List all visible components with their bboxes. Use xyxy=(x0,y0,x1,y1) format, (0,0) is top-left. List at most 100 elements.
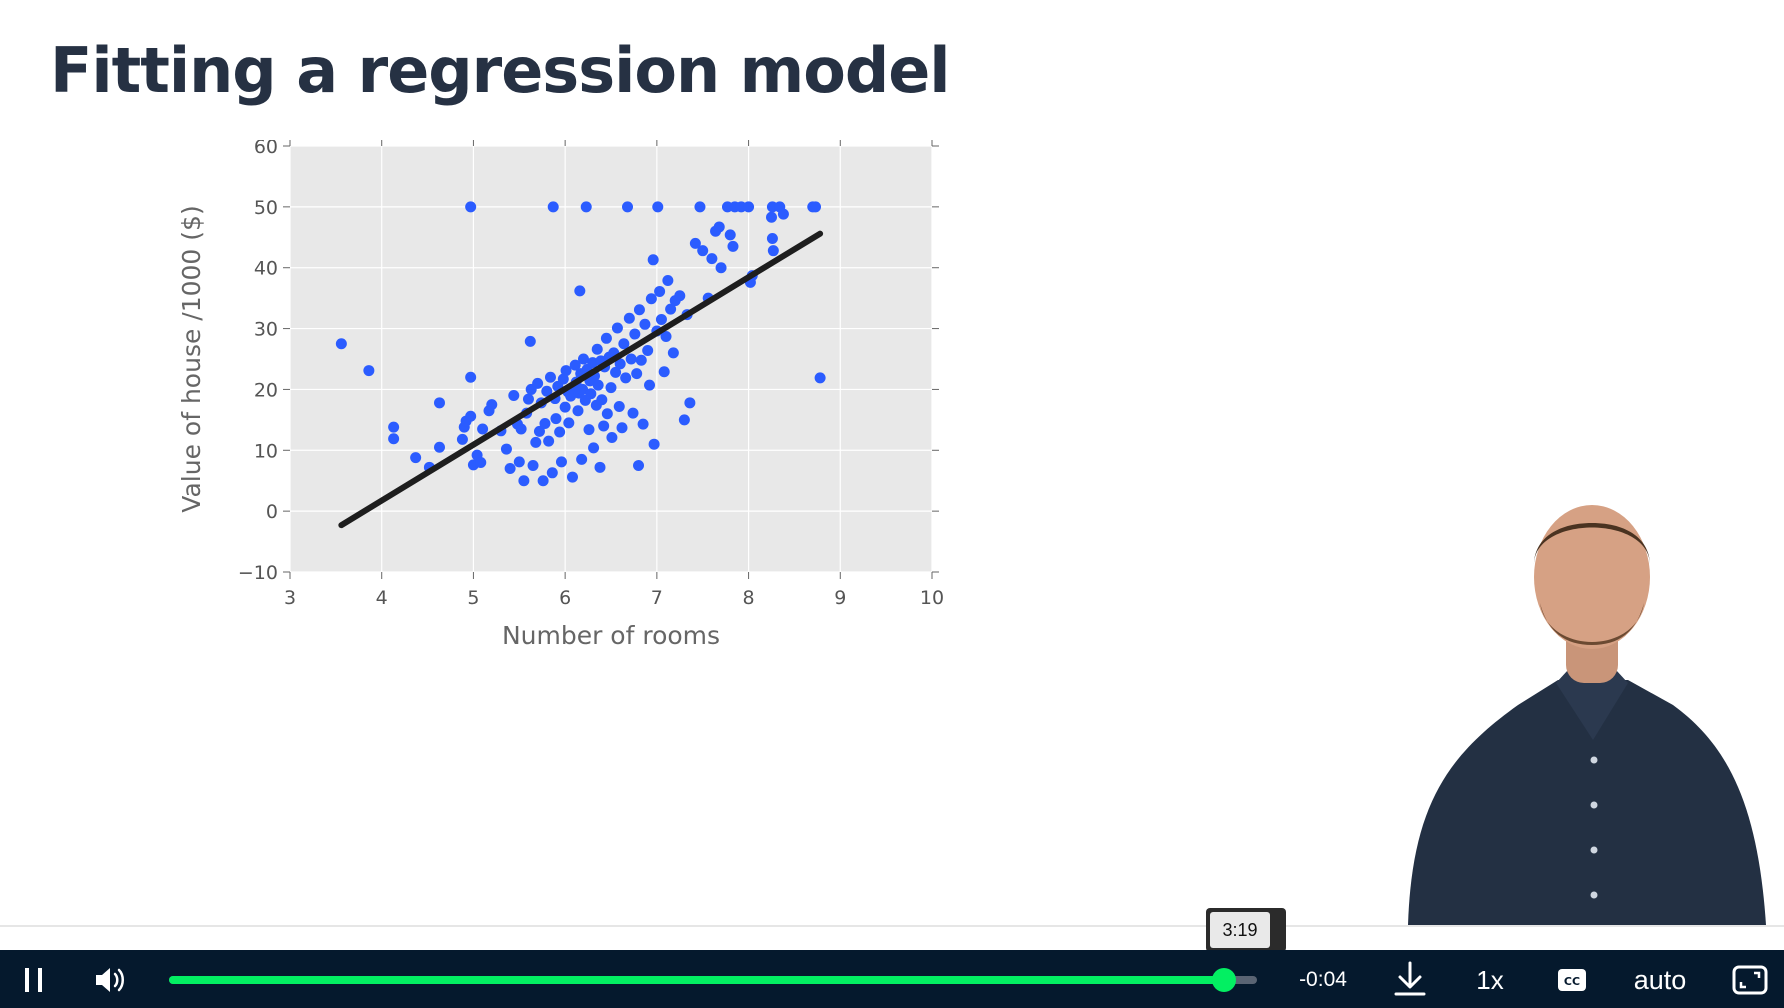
data-point xyxy=(611,322,623,334)
data-point xyxy=(713,221,725,233)
data-point xyxy=(727,240,739,252)
data-point xyxy=(569,359,581,371)
x-tick-label: 3 xyxy=(284,587,296,609)
data-point xyxy=(614,358,626,370)
data-point xyxy=(543,435,555,447)
regression-line xyxy=(338,230,824,529)
data-point xyxy=(577,383,589,395)
slide-title: Fitting a regression model xyxy=(50,34,951,107)
seek-bar-thumb[interactable] xyxy=(1212,968,1236,992)
data-point xyxy=(522,393,534,405)
x-tick-label: 5 xyxy=(467,587,479,609)
pause-icon xyxy=(25,968,42,992)
data-point xyxy=(622,201,634,213)
data-point xyxy=(743,201,755,213)
download-button[interactable] xyxy=(1390,958,1430,1000)
captions-button[interactable]: CC xyxy=(1552,960,1592,1000)
x-tick-label: 8 xyxy=(743,587,755,609)
data-point xyxy=(550,413,562,425)
fullscreen-button[interactable] xyxy=(1728,960,1772,1000)
data-point xyxy=(546,467,558,479)
data-point xyxy=(465,410,477,422)
data-point xyxy=(518,475,530,487)
data-point xyxy=(777,208,789,220)
data-point xyxy=(613,400,625,412)
data-point xyxy=(508,390,520,402)
data-point xyxy=(500,443,512,455)
x-tick-label: 7 xyxy=(651,587,663,609)
data-point xyxy=(574,285,586,297)
data-point xyxy=(606,432,618,444)
data-point xyxy=(513,456,525,468)
data-point xyxy=(572,405,584,417)
data-point xyxy=(555,456,567,468)
seek-preview-time: 3:19 xyxy=(1210,912,1270,948)
x-axis-label: Number of rooms xyxy=(502,621,720,650)
quality-button[interactable]: auto xyxy=(1633,964,1687,995)
y-tick-label: 30 xyxy=(254,319,278,341)
data-point xyxy=(475,456,487,468)
data-point xyxy=(560,365,572,377)
data-point xyxy=(335,338,347,350)
data-point xyxy=(620,372,632,384)
svg-text:CC: CC xyxy=(1564,975,1580,988)
data-point xyxy=(527,460,539,471)
data-point xyxy=(557,373,569,385)
data-point xyxy=(594,461,606,473)
data-point xyxy=(530,436,542,448)
playback-speed-button[interactable]: 1x xyxy=(1476,964,1504,995)
data-point xyxy=(642,344,654,356)
data-point xyxy=(623,312,635,324)
data-point xyxy=(541,385,553,397)
data-point xyxy=(537,475,549,487)
pause-button[interactable] xyxy=(14,960,54,1000)
data-point xyxy=(559,401,571,413)
data-point xyxy=(647,254,659,266)
seek-bar-progress xyxy=(169,976,1224,984)
data-point xyxy=(456,433,468,445)
y-tick-label: −10 xyxy=(238,562,278,584)
presenter-silhouette xyxy=(1408,505,1766,925)
data-point xyxy=(637,418,649,430)
x-tick-label: 4 xyxy=(376,587,388,609)
data-point xyxy=(388,433,400,445)
data-point xyxy=(539,418,551,430)
y-tick-label: 20 xyxy=(254,379,278,401)
data-point xyxy=(583,424,595,436)
data-point xyxy=(486,399,498,411)
data-point xyxy=(600,332,612,344)
data-point xyxy=(605,382,617,394)
data-point xyxy=(596,394,608,406)
data-point xyxy=(625,353,637,365)
y-tick-label: 40 xyxy=(254,258,278,280)
data-point xyxy=(635,354,647,366)
data-point xyxy=(627,407,639,419)
data-point xyxy=(465,201,477,213)
y-axis-label: Value of house /1000 ($) xyxy=(177,205,206,512)
data-point xyxy=(766,233,778,245)
controls-divider xyxy=(0,925,1784,927)
data-point xyxy=(410,452,422,464)
data-point xyxy=(580,201,592,213)
fullscreen-icon xyxy=(1732,965,1768,995)
captions-icon: CC xyxy=(1558,969,1586,991)
data-point xyxy=(433,397,445,409)
data-point xyxy=(654,285,666,297)
data-point xyxy=(631,368,643,380)
volume-button[interactable] xyxy=(90,960,130,1000)
data-point xyxy=(587,357,599,369)
seek-bar[interactable] xyxy=(169,976,1257,984)
data-point xyxy=(633,304,645,316)
data-point xyxy=(658,366,670,378)
download-icon xyxy=(1394,961,1426,996)
data-point xyxy=(667,347,679,359)
data-point xyxy=(645,293,657,305)
data-point xyxy=(601,408,613,420)
data-point xyxy=(644,379,656,391)
data-point xyxy=(648,438,660,450)
y-tick-label: 0 xyxy=(266,501,278,523)
data-point xyxy=(706,253,718,265)
y-tick-label: 60 xyxy=(254,140,278,158)
data-point xyxy=(554,426,566,438)
data-point xyxy=(814,372,826,384)
